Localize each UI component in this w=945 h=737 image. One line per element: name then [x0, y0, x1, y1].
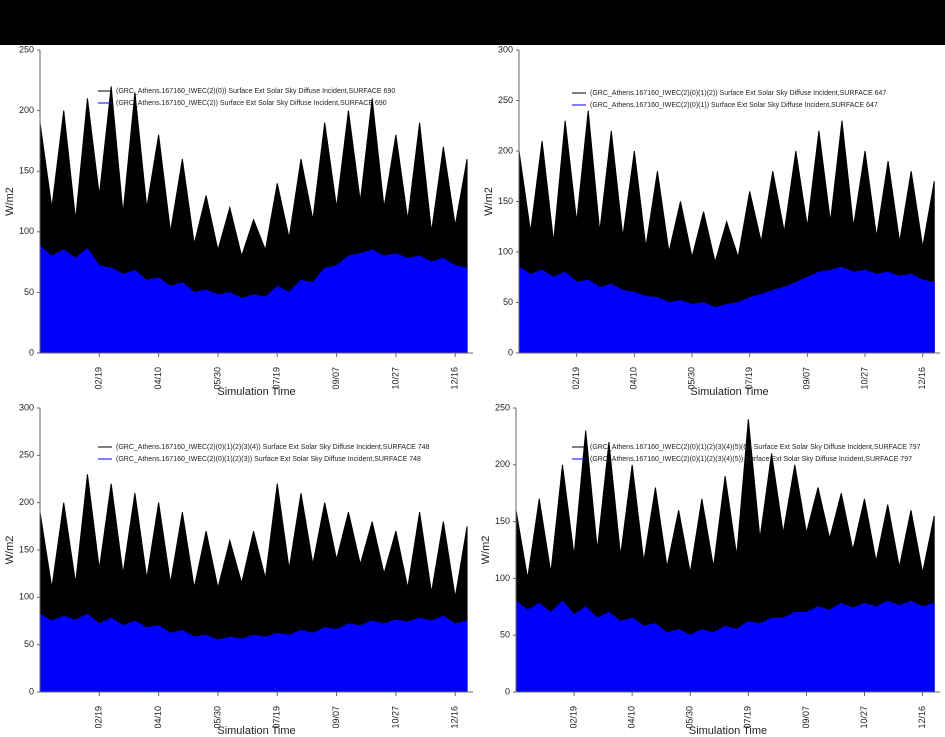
x-tick-label: 07/19 [743, 706, 753, 729]
x-tick-label: 12/16 [917, 367, 927, 390]
y-tick-label: 100 [19, 592, 34, 602]
x-tick-label: 10/27 [390, 367, 400, 390]
y-tick-label: 150 [498, 196, 513, 206]
x-tick-label: 05/30 [686, 367, 696, 390]
y-axis-title: W/m2 [480, 536, 492, 565]
y-axis-title: W/m2 [4, 187, 16, 216]
series-area [39, 613, 468, 693]
legend-label: (GRC_Athens.167160_IWEC(2)(0)(1)) Surfac… [590, 102, 878, 109]
x-tick-label: 04/10 [153, 706, 163, 729]
y-tick-label: 150 [495, 516, 510, 526]
y-tick-label: 0 [508, 347, 513, 357]
y-tick-label: 200 [19, 497, 34, 507]
series-area [518, 266, 935, 354]
x-tick-label: 07/19 [272, 706, 282, 729]
y-tick-label: 0 [29, 686, 34, 696]
y-axis-title: W/m2 [483, 187, 495, 216]
x-tick-label: 12/16 [917, 706, 927, 729]
legend-label: (GRC_Athens.167160_IWEC(2)(0)(1)(2)) Sur… [590, 90, 886, 97]
x-tick-label: 09/07 [802, 367, 812, 390]
header-bar [0, 0, 945, 45]
x-tick-label: 09/07 [331, 367, 341, 390]
y-axis-title: W/m2 [4, 536, 16, 565]
x-tick-label: 04/10 [629, 367, 639, 390]
x-tick-label: 09/07 [331, 706, 341, 729]
y-tick-label: 150 [19, 166, 34, 176]
legend-label: (GRC_Athens.167160_IWEC(2)(0)) Surface E… [116, 88, 395, 95]
legend-label: (GRC_Athens.167160_IWEC(2)(0)(1)(2)(3)(4… [590, 444, 921, 451]
x-axis-title: Simulation Time [217, 725, 295, 737]
x-axis-title: Simulation Time [689, 725, 767, 737]
y-tick-label: 250 [495, 402, 510, 412]
x-tick-label: 10/27 [859, 367, 869, 390]
x-tick-label: 07/19 [744, 367, 754, 390]
legend-label: (GRC_Athens.167160_IWEC(2)(0)(1)(2)(3)(4… [116, 444, 430, 451]
legend-label: (GRC_Athens.167160_IWEC(2)(0)(1)(2)(3)(4… [590, 456, 912, 463]
x-tick-label: 05/30 [212, 706, 222, 729]
x-axis-title: Simulation Time [217, 386, 295, 398]
y-tick-label: 50 [503, 297, 513, 307]
x-tick-label: 02/19 [94, 706, 104, 729]
y-tick-label: 300 [498, 44, 513, 54]
x-tick-label: 02/19 [94, 367, 104, 390]
y-tick-label: 100 [498, 246, 513, 256]
y-tick-label: 50 [500, 630, 510, 640]
y-tick-label: 100 [19, 226, 34, 236]
x-tick-label: 12/16 [450, 706, 460, 729]
x-tick-label: 09/07 [801, 706, 811, 729]
x-tick-label: 12/16 [450, 367, 460, 390]
x-tick-label: 10/27 [859, 706, 869, 729]
y-tick-label: 0 [505, 686, 510, 696]
x-tick-label: 02/19 [571, 367, 581, 390]
y-tick-label: 50 [24, 639, 34, 649]
series-area [515, 600, 935, 693]
y-tick-label: 200 [498, 145, 513, 155]
legend-label: (GRC_Athens.167160_IWEC(2)(0)(1)(2)(3)) … [116, 456, 421, 463]
x-tick-label: 10/27 [390, 706, 400, 729]
x-tick-label: 07/19 [272, 367, 282, 390]
y-tick-label: 100 [495, 573, 510, 583]
y-tick-label: 250 [498, 95, 513, 105]
legend-label: (GRC_Athens.167160_IWEC(2)) Surface Ext … [116, 100, 387, 107]
x-tick-label: 04/10 [153, 367, 163, 390]
y-tick-label: 200 [495, 459, 510, 469]
y-tick-label: 200 [19, 105, 34, 115]
series-area [39, 245, 468, 354]
y-tick-label: 50 [24, 287, 34, 297]
y-tick-label: 150 [19, 544, 34, 554]
y-tick-label: 250 [19, 44, 34, 54]
y-tick-label: 300 [19, 402, 34, 412]
x-axis-title: Simulation Time [690, 386, 768, 398]
y-tick-label: 0 [29, 347, 34, 357]
x-tick-label: 05/30 [212, 367, 222, 390]
y-tick-label: 250 [19, 450, 34, 460]
x-tick-label: 04/10 [627, 706, 637, 729]
x-tick-label: 02/19 [568, 706, 578, 729]
x-tick-label: 05/30 [685, 706, 695, 729]
